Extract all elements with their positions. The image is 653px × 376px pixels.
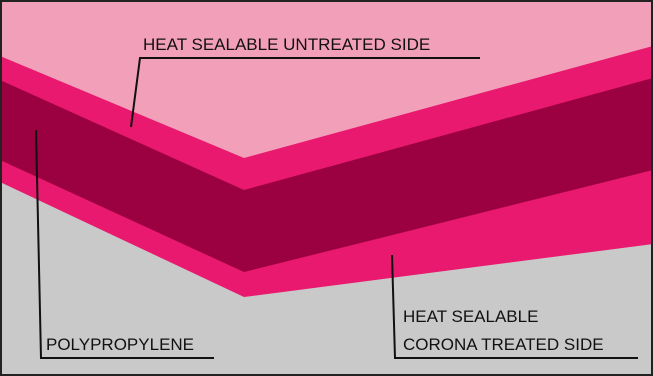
label-untreated-side: HEAT SEALABLE UNTREATED SIDE bbox=[143, 35, 430, 54]
leader-line-untreated bbox=[130, 57, 480, 128]
label-corona-line1: HEAT SEALABLE bbox=[403, 307, 538, 326]
label-corona-line2: CORONA TREATED SIDE bbox=[403, 335, 604, 354]
leader-line-polypropylene bbox=[35, 129, 214, 359]
leader-line-corona bbox=[391, 254, 638, 359]
label-polypropylene: POLYPROPYLENE bbox=[46, 335, 194, 354]
polypropylene-core-layer bbox=[0, 78, 653, 272]
